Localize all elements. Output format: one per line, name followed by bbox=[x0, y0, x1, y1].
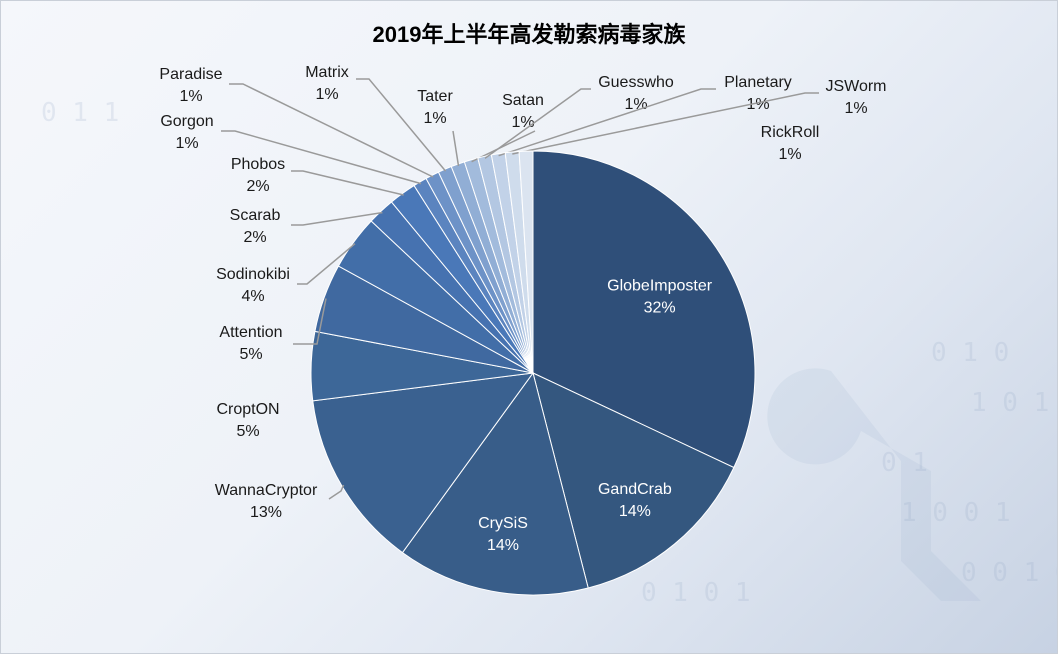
binary-digits: 1 0 1 1 bbox=[971, 388, 1057, 418]
slice-percent-globeimposter: 32% bbox=[644, 300, 676, 317]
slice-label-scarab: Scarab bbox=[230, 207, 281, 224]
slice-label-matrix: Matrix bbox=[305, 64, 349, 81]
binary-digits: 0 1 1 bbox=[41, 98, 119, 128]
leader-line-phobos bbox=[291, 170, 404, 196]
slice-label-satan: Satan bbox=[502, 92, 544, 109]
slice-percent-paradise: 1% bbox=[179, 88, 202, 105]
leader-line-planetary bbox=[498, 88, 716, 157]
slice-percent-matrix: 1% bbox=[315, 86, 338, 103]
leader-line-tater bbox=[452, 130, 460, 167]
binary-digits: 0 1 0 bbox=[931, 338, 1009, 368]
slice-label-tater: Tater bbox=[417, 88, 453, 105]
slice-label-sodinokibi: Sodinokibi bbox=[216, 266, 290, 283]
pie-slice-wannacryptor bbox=[312, 372, 535, 554]
slice-percent-crysis: 14% bbox=[487, 537, 519, 554]
slice-percent-scarab: 2% bbox=[243, 229, 266, 246]
slice-label-cropton: CroptON bbox=[216, 401, 279, 418]
slice-percent-planetary: 1% bbox=[746, 96, 769, 113]
leader-line-wannacryptor bbox=[328, 484, 345, 500]
chart-title: 2019年上半年高发勒索病毒家族 bbox=[372, 22, 686, 47]
slice-label-rickroll: RickRoll bbox=[761, 124, 820, 141]
slice-percent-cropton: 5% bbox=[236, 423, 259, 440]
slice-label-paradise: Paradise bbox=[159, 66, 222, 83]
slice-label-guesswho: Guesswho bbox=[598, 74, 674, 91]
slice-percent-gorgon: 1% bbox=[175, 135, 198, 152]
slice-label-planetary: Planetary bbox=[724, 74, 792, 91]
slice-percent-sodinokibi: 4% bbox=[241, 288, 264, 305]
slice-label-jsworm: JSWorm bbox=[825, 78, 886, 95]
slice-percent-satan: 1% bbox=[511, 114, 534, 131]
slice-percent-jsworm: 1% bbox=[844, 100, 867, 117]
slice-label-crysis: CrySiS bbox=[478, 515, 528, 532]
pie-slice-crysis bbox=[401, 371, 589, 596]
leader-line-sodinokibi bbox=[297, 243, 356, 285]
slice-percent-gandcrab: 14% bbox=[619, 503, 651, 520]
leader-line-jsworm bbox=[512, 92, 819, 155]
slice-percent-tater: 1% bbox=[423, 110, 446, 127]
slice-percent-attention: 5% bbox=[239, 346, 262, 363]
binary-digits: 0 1 bbox=[881, 448, 928, 478]
leader-line-attention bbox=[293, 298, 327, 345]
pie-slice-globeimposter bbox=[532, 150, 756, 469]
leader-line-paradise bbox=[229, 83, 434, 178]
binary-digits: 0 1 0 1 bbox=[641, 578, 751, 608]
slice-label-attention: Attention bbox=[219, 324, 282, 341]
slice-percent-phobos: 2% bbox=[246, 178, 269, 195]
slice-percent-rickroll: 1% bbox=[778, 146, 801, 163]
binary-digits: 0 0 1 0 bbox=[961, 558, 1057, 588]
slice-label-gandcrab: GandCrab bbox=[598, 481, 672, 498]
leader-line-guesswho bbox=[484, 88, 591, 159]
slice-percent-wannacryptor: 13% bbox=[250, 504, 282, 521]
slice-label-wannacryptor: WannaCryptor bbox=[215, 482, 318, 499]
key-silhouette bbox=[767, 368, 981, 601]
leader-line-matrix bbox=[356, 78, 447, 172]
binary-digits: 1 0 0 1 bbox=[901, 498, 1011, 528]
pie-slice-rickroll bbox=[518, 150, 534, 374]
pie-slice-gandcrab bbox=[532, 372, 735, 589]
leader-line-scarab bbox=[291, 211, 383, 226]
leader-line-gorgon bbox=[221, 130, 422, 185]
slice-label-gorgon: Gorgon bbox=[160, 113, 213, 130]
slice-label-phobos: Phobos bbox=[231, 156, 285, 173]
slice-label-globeimposter: GlobeImposter bbox=[607, 278, 713, 295]
